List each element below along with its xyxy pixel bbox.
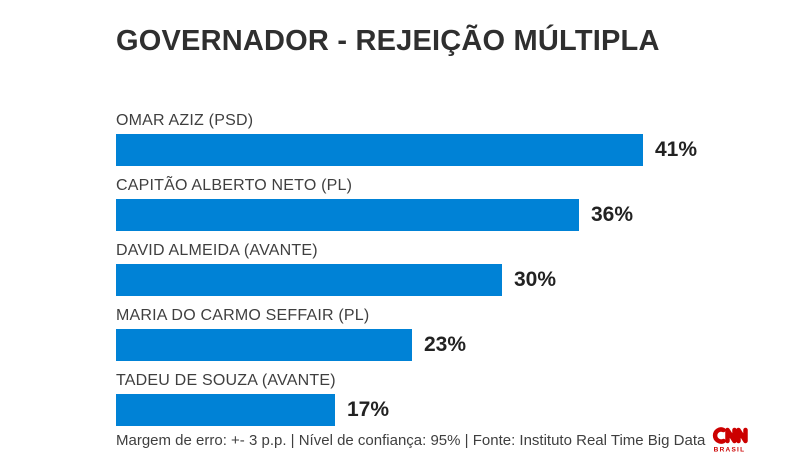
bar (116, 394, 335, 426)
bar (116, 264, 502, 296)
bar-line: 17% (116, 394, 760, 426)
bar-row: MARIA DO CARMO SEFFAIR (PL) 23% (116, 307, 760, 361)
bar (116, 329, 412, 361)
bar (116, 199, 579, 231)
candidate-label: DAVID ALMEIDA (AVANTE) (116, 242, 318, 259)
candidate-label: MARIA DO CARMO SEFFAIR (PL) (116, 307, 370, 324)
value-label: 23% (424, 333, 467, 356)
value-label: 36% (591, 203, 634, 226)
bar-chart: OMAR AZIZ (PSD) 41% CAPITÃO ALBERTO NETO… (116, 112, 760, 426)
bar-line: 23% (116, 329, 760, 361)
bar (116, 134, 643, 166)
cnn-brasil-logo: BRASIL (712, 427, 748, 454)
bar-row: OMAR AZIZ (PSD) 41% (116, 112, 760, 166)
bar-row: DAVID ALMEIDA (AVANTE) 30% (116, 242, 760, 296)
value-label: 17% (347, 398, 390, 421)
candidate-label: CAPITÃO ALBERTO NETO (PL) (116, 177, 353, 194)
bar-row: TADEU DE SOUZA (AVANTE) 17% (116, 372, 760, 426)
value-label: 41% (655, 138, 698, 161)
bar-row: CAPITÃO ALBERTO NETO (PL) 36% (116, 177, 760, 231)
chart-title: GOVERNADOR - REJEIÇÃO MÚLTIPLA (116, 25, 660, 57)
candidate-label: TADEU DE SOUZA (AVANTE) (116, 372, 336, 389)
cnn-logo-letters (712, 427, 748, 444)
bar-line: 30% (116, 264, 760, 296)
source-note: Margem de erro: +- 3 p.p. | Nível de con… (116, 432, 706, 449)
bar-line: 41% (116, 134, 760, 166)
candidate-label: OMAR AZIZ (PSD) (116, 112, 254, 129)
value-label: 30% (514, 268, 557, 291)
cnn-logo-subtitle: BRASIL (714, 447, 746, 454)
bar-line: 36% (116, 199, 760, 231)
